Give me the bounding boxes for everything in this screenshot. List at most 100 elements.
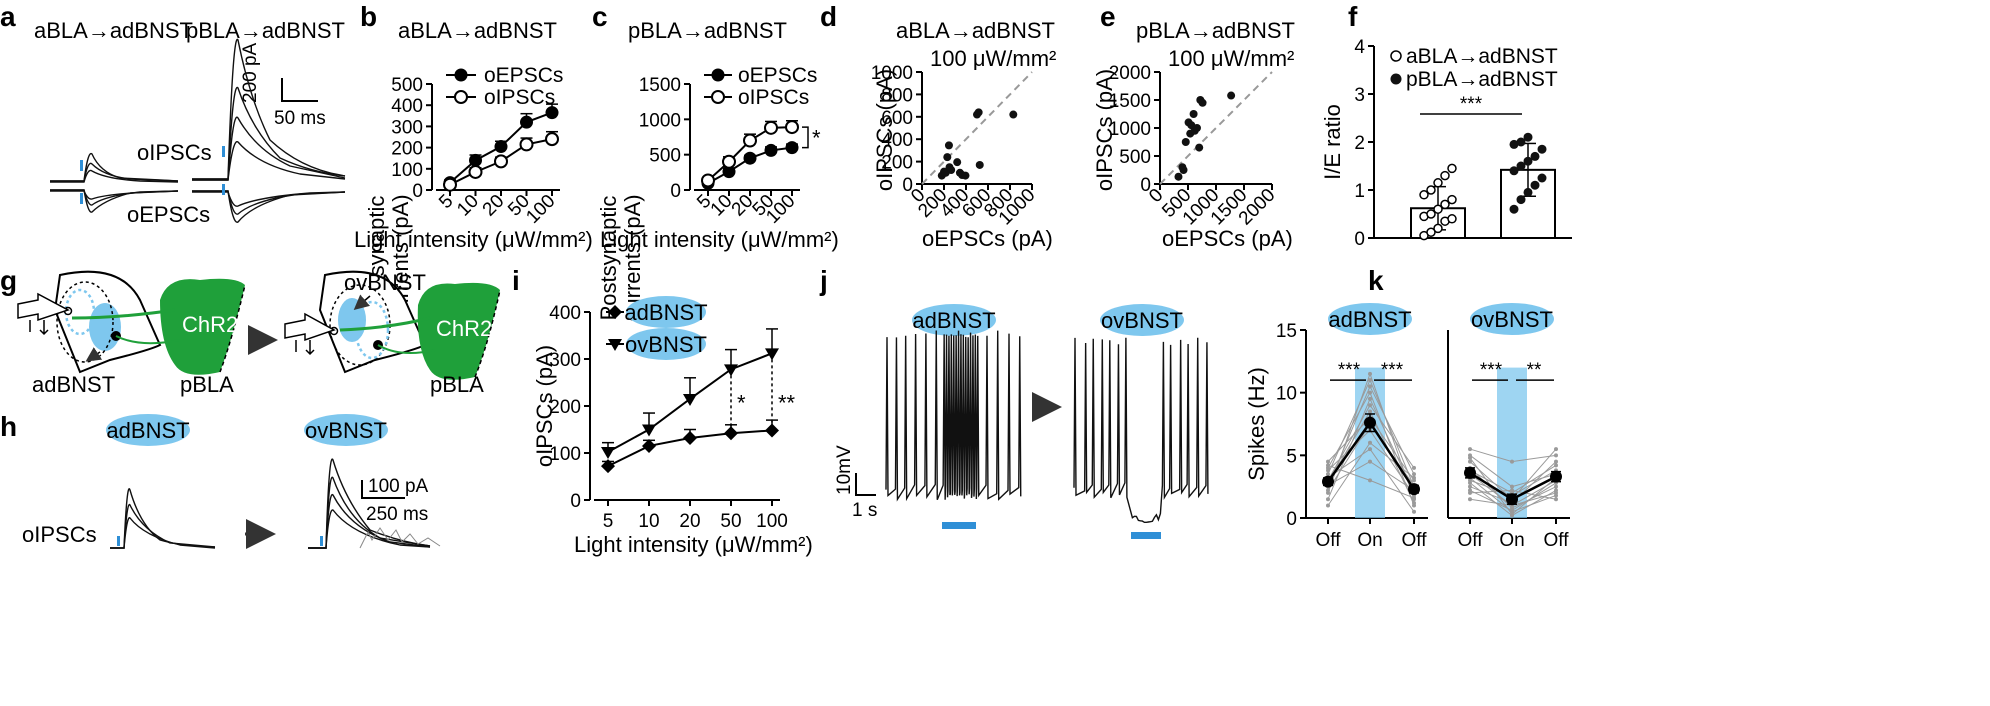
data-point-oIPSCs <box>722 154 736 169</box>
y-tick-label: 1000 <box>1109 119 1151 140</box>
panel-j-scale-x: 1 s <box>852 500 877 521</box>
data-point-abla <box>1433 178 1443 188</box>
x-tick-label: On <box>1499 530 1524 551</box>
data-point-pbla <box>1516 137 1526 147</box>
y-tick-label: 600 <box>881 108 913 129</box>
significance-star: * <box>812 125 821 150</box>
data-point-oEPSCs <box>520 115 533 129</box>
pill-adBNST-k <box>1328 303 1412 335</box>
ovbnst-region-right <box>338 298 366 342</box>
chart-f-ylabel: I/E ratio <box>1320 104 1345 180</box>
y-tick-label: 1 <box>1354 181 1365 202</box>
x-tick-label: 5 <box>435 191 457 213</box>
scatter-point <box>1174 172 1183 181</box>
y-tick-label: 400 <box>549 303 581 324</box>
y-tick-label: 300 <box>391 117 423 138</box>
y-tick-label: 4 <box>1354 37 1365 58</box>
electrode-right <box>284 312 336 342</box>
panel-h-traces-right <box>308 458 441 549</box>
individual-point <box>1554 447 1558 452</box>
data-point-abla <box>1440 199 1450 210</box>
legend-label-ovBNST: ovBNST <box>625 332 707 357</box>
individual-point <box>1554 484 1558 489</box>
x-tick-label: 100 <box>756 511 788 532</box>
y-tick-label: 100 <box>549 444 581 465</box>
identity-line <box>921 71 1033 185</box>
individual-point <box>1412 475 1416 480</box>
individual-point <box>1510 512 1514 517</box>
scatter-point <box>953 158 962 167</box>
scatter-point <box>1192 124 1201 132</box>
data-point-abla <box>1426 227 1436 237</box>
pill-ovbnst-j-label: ovBNST <box>1101 308 1183 333</box>
individual-point <box>1326 459 1330 464</box>
legend-marker-oIPSCs <box>454 90 468 104</box>
legend-marker-oIPSCs <box>711 90 725 104</box>
data-point-abla <box>1440 170 1450 181</box>
legend-marker-abla <box>1390 50 1402 62</box>
panel-a-light-pulse <box>80 160 83 171</box>
adbnst-region-left <box>89 303 121 351</box>
data-point-abla <box>1433 223 1443 234</box>
dotted-outline-blue-right <box>354 300 390 360</box>
chr2-label-left: ChR2 <box>182 312 238 337</box>
y-tick-label: 0 <box>902 175 913 196</box>
data-point-adBNST <box>683 430 697 445</box>
data-point-pbla <box>1509 166 1519 176</box>
y-tick-label: 0 <box>412 181 423 202</box>
individual-point <box>1510 488 1514 493</box>
data-point-oIPSCs <box>468 164 483 179</box>
y-tick-label: 300 <box>549 350 581 371</box>
pbla-label-right: pBLA <box>430 372 484 397</box>
y-tick-label: 200 <box>549 397 581 418</box>
data-point-oEPSCs <box>743 151 757 165</box>
data-point-pbla <box>1523 187 1533 197</box>
y-tick-label: 500 <box>649 146 681 167</box>
mean-point <box>1506 493 1518 506</box>
panel-h: adBNST ovBNST oIPSCs 100 pA 250 ms <box>22 414 441 549</box>
chr2-label-right: ChR2 <box>436 316 492 341</box>
mean-point <box>1364 416 1376 429</box>
individual-point <box>1368 447 1372 452</box>
panel-a-scale-y: 200 pA <box>240 42 261 103</box>
data-point-pbla <box>1523 132 1533 142</box>
scatter-point <box>1189 110 1198 118</box>
individual-point <box>1468 490 1472 495</box>
y-tick-label: 200 <box>391 139 423 160</box>
legend-label-1: pBLA→adBNST <box>1406 68 1558 91</box>
legend-marker-oEPSCs <box>711 68 725 82</box>
y-tick-label: 2000 <box>1109 63 1151 84</box>
data-point-ovBNST <box>683 393 697 406</box>
individual-point <box>1368 440 1372 445</box>
data-point-pbla <box>1509 204 1519 214</box>
panel-label-j: j <box>819 265 828 296</box>
electrode-left <box>17 292 70 322</box>
panel-j: adBNST ovBNST 10mV 1 s <box>834 304 1209 539</box>
chart-d-subtitle: 100 μW/mm² <box>930 46 1056 71</box>
data-point-oIPSCs <box>785 120 799 135</box>
legend-label-adBNST: adBNST <box>624 300 707 325</box>
data-point-ovBNST <box>601 447 615 460</box>
chart-b: 01002003004005005102050100aBLA→adBNSTPos… <box>354 18 593 322</box>
chart-e-title: pBLA→adBNST <box>1136 18 1295 43</box>
individual-point <box>1368 459 1372 464</box>
x-tick-label: Off <box>1458 530 1484 551</box>
y-tick-label: 200 <box>881 153 913 174</box>
panel-label-b: b <box>360 1 377 32</box>
chart-i-xlabel: Light intensity (μW/mm²) <box>574 532 813 557</box>
panel-a-light-pulse <box>80 193 83 204</box>
scatter-point <box>1198 98 1207 107</box>
x-tick-label: 5 <box>603 511 614 532</box>
mean-point <box>1322 475 1334 488</box>
panel-h-traces-left <box>110 488 216 549</box>
y-tick-label: 400 <box>391 96 423 117</box>
chart-i-ylabel: oIPSCs (pA) <box>532 345 557 467</box>
x-tick-label: 20 <box>679 511 700 532</box>
ovbnst-label: ovBNST <box>344 270 426 295</box>
y-tick-label: 1000 <box>871 63 913 84</box>
panel-a-scale-bar <box>281 78 318 102</box>
individual-point <box>1554 453 1558 458</box>
significance-stars: ** <box>1527 360 1542 381</box>
panel-a-traces-left <box>50 152 179 213</box>
y-tick-label: 2 <box>1354 133 1365 154</box>
